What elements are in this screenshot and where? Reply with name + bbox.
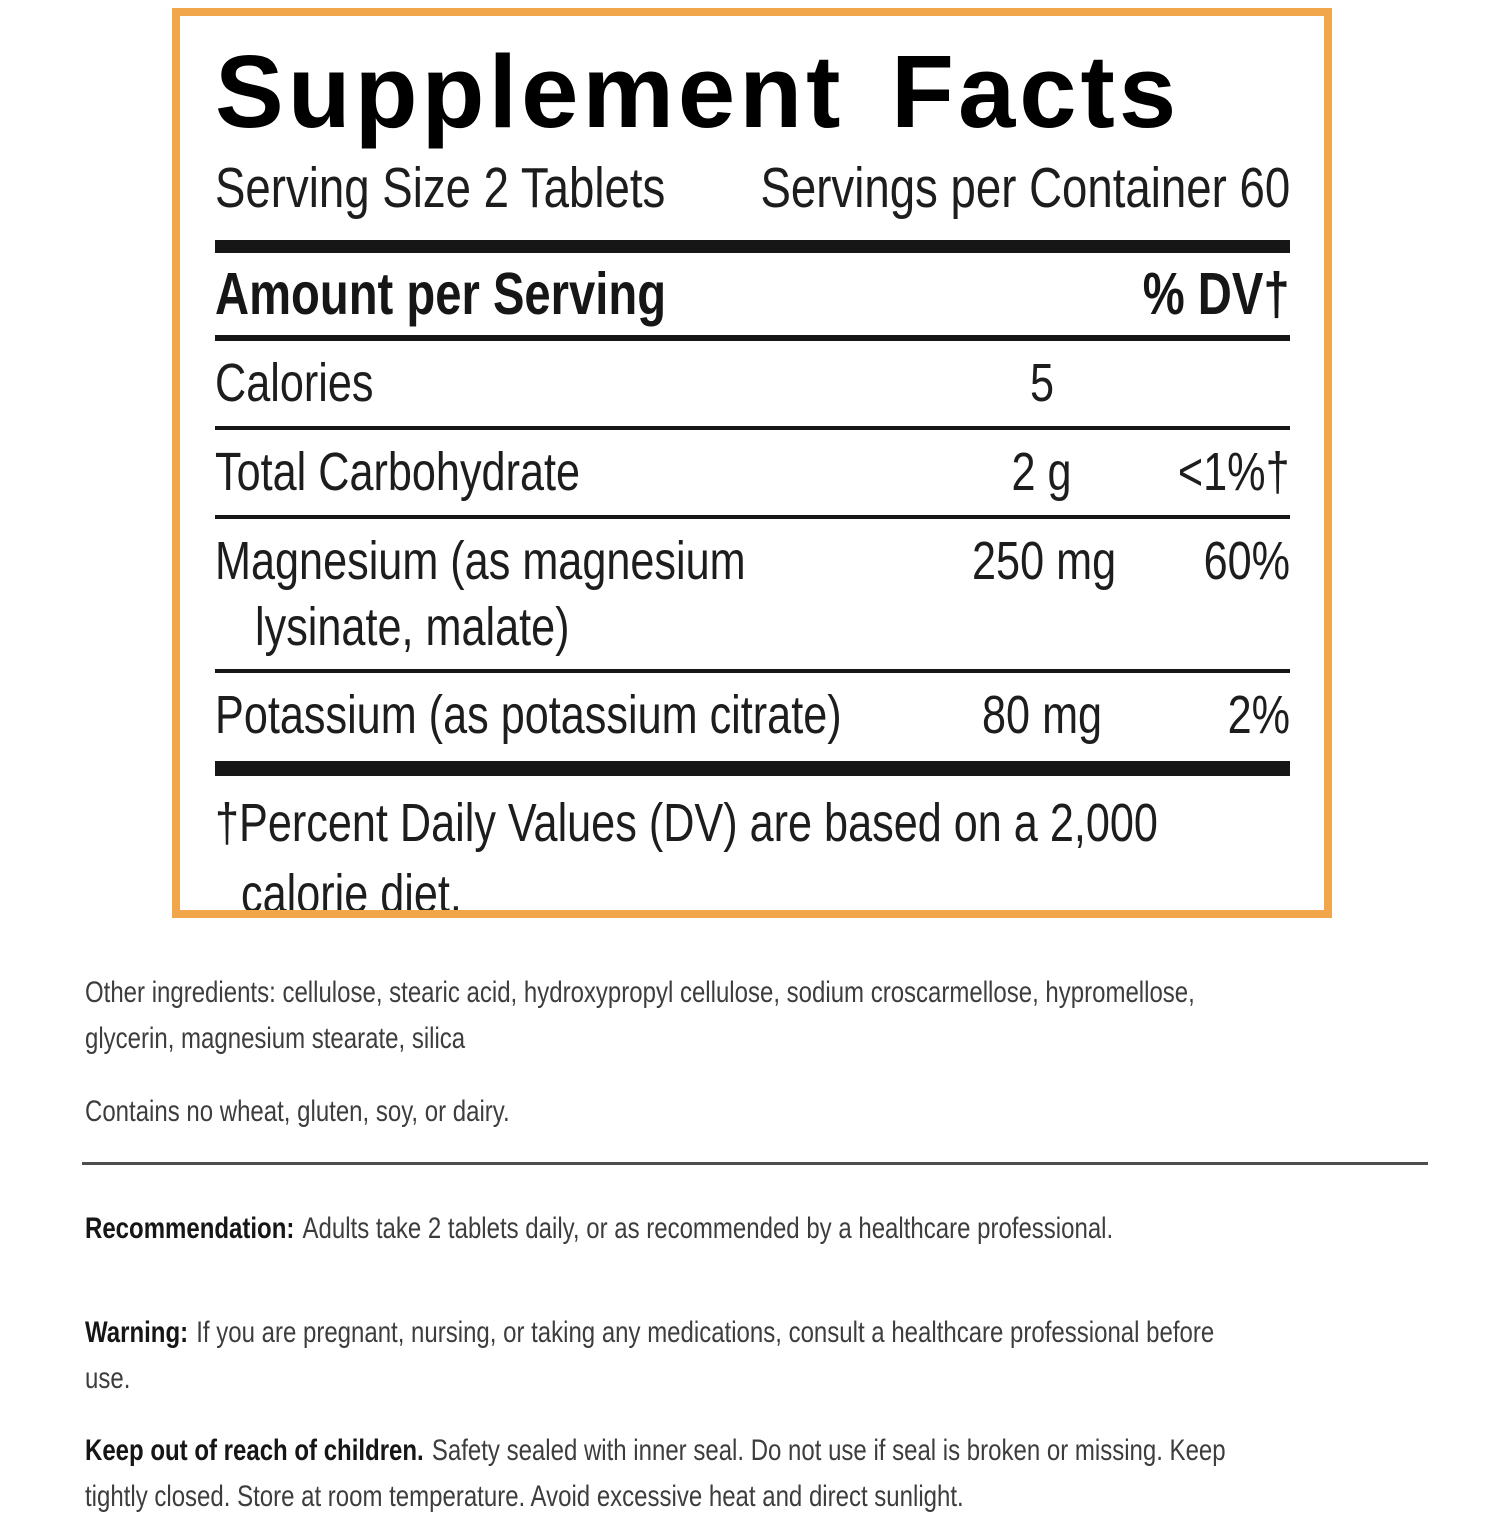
table-header-row: Amount per Serving % DV† [215, 253, 1290, 335]
dv-footnote: †Percent Daily Values (DV) are based on … [215, 776, 1290, 918]
footnote-line2: calorie diet. [241, 863, 462, 918]
servings-per-container: Servings per Container 60 [760, 156, 1290, 220]
row-separator [215, 425, 1290, 430]
nutrient-dv: <1%† [1178, 441, 1290, 502]
nutrient-name-line2: lysinate, malate) [255, 596, 570, 657]
recommendation-lead: Recommendation: [85, 1212, 295, 1245]
other-ingredients-paragraph: Other ingredients: cellulose, stearic ac… [85, 970, 1465, 1062]
nutrient-amount: 5 [1029, 352, 1055, 413]
row-magnesium: Magnesium (as magnesium lysinate, malate… [215, 519, 1290, 670]
amount-per-serving-header: Amount per Serving [215, 261, 667, 327]
thick-divider-bottom [215, 761, 1290, 777]
nutrient-dv: 60% [1203, 530, 1290, 591]
recommendation-paragraph: Recommendation: Adults take 2 tablets dai… [85, 1206, 1465, 1252]
row-separator [215, 669, 1290, 674]
serving-info-row: Serving Size 2 Tablets Servings per Cont… [215, 156, 1290, 221]
section-divider [82, 1162, 1428, 1165]
recommendation-text: Adults take 2 tablets daily, or as recom… [302, 1212, 1114, 1245]
other-ingredients-line1: Other ingredients: cellulose, stearic ac… [85, 976, 1195, 1009]
label-info-section: Other ingredients: cellulose, stearic ac… [82, 948, 1465, 1520]
nutrient-amount: 2 g [1011, 441, 1073, 502]
warning-text-line2: use. [85, 1362, 131, 1395]
nutrient-name: Potassium (as potassium citrate) [215, 685, 842, 746]
nutrient-amount: 80 mg [981, 685, 1103, 746]
storage-lead: Keep out of reach of children. [85, 1434, 424, 1467]
storage-text-line2: tightly closed. Store at room temperatur… [85, 1480, 964, 1513]
storage-paragraph: Keep out of reach of children. Safety sea… [85, 1428, 1465, 1520]
nutrient-name-line1: Magnesium (as magnesium [215, 530, 746, 591]
footnote-line1: †Percent Daily Values (DV) are based on … [215, 793, 1158, 854]
contains-text: Contains no wheat, gluten, soy, or dairy… [85, 1095, 510, 1128]
serving-size: Serving Size 2 Tablets [215, 156, 666, 220]
percent-dv-header: % DV† [1143, 261, 1290, 327]
panel-title: Supplement Facts [215, 34, 1181, 149]
nutrient-dv: 2% [1227, 685, 1290, 746]
supplement-facts-panel: Supplement Facts Serving Size 2 Tablets … [172, 8, 1332, 918]
nutrient-amount: 250 mg [972, 530, 1117, 591]
warning-lead: Warning: [85, 1316, 189, 1349]
header-underline [215, 334, 1290, 341]
thick-divider-top [215, 240, 1290, 253]
row-total-carbohydrate: Total Carbohydrate 2 g <1%† [215, 430, 1290, 515]
nutrient-name: Total Carbohydrate [215, 441, 581, 502]
nutrient-name: Calories [215, 352, 374, 413]
row-calories: Calories 5 [215, 341, 1290, 426]
contains-statement: Contains no wheat, gluten, soy, or dairy… [85, 1089, 1465, 1135]
other-ingredients-line2: glycerin, magnesium stearate, silica [85, 1022, 466, 1055]
row-separator [215, 514, 1290, 519]
warning-text-line1: If you are pregnant, nursing, or taking … [196, 1316, 1215, 1349]
storage-text-line1: Safety sealed with inner seal. Do not us… [431, 1434, 1226, 1467]
warning-paragraph: Warning: If you are pregnant, nursing, or… [85, 1310, 1465, 1402]
row-potassium: Potassium (as potassium citrate) 80 mg 2… [215, 673, 1290, 758]
